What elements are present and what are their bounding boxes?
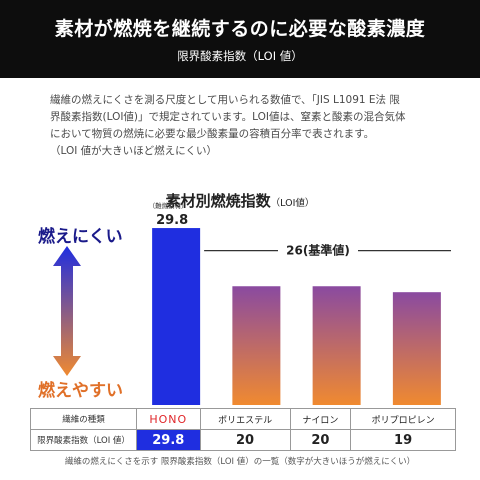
double-arrow-icon xyxy=(53,246,81,376)
description-line: において物質の燃焼に必要な最少酸素量の容積百分率で表されます。 xyxy=(50,128,375,140)
bar-1 xyxy=(152,228,201,405)
category-polypropylene: ポリプロピレン xyxy=(350,408,456,430)
category-hono: HONO xyxy=(136,408,201,430)
chart-title-text: 素材別燃焼指数 xyxy=(165,192,271,210)
loi-table: 繊維の種類 HONO ポリエステル ナイロン ポリプロピレン 限界酸素指数（LO… xyxy=(30,408,456,451)
page-subtitle: 限界酸素指数（LOI 値） xyxy=(177,49,303,63)
description-line: （LOI 値が大きいほど燃えにくい） xyxy=(50,145,217,157)
value-polyester: 20 xyxy=(199,429,291,451)
description: 繊維の燃えにくさを測る尺度として用いられる数値で、「JIS L1091 E法 限… xyxy=(50,92,450,160)
category-nylon: ナイロン xyxy=(289,408,352,430)
reference-label-background xyxy=(278,241,358,260)
row-header-fiber: 繊維の種類 xyxy=(30,408,137,430)
table-row: 限界酸素指数（LOI 値） 29.8 20 20 19 xyxy=(30,429,456,451)
bar-3 xyxy=(312,286,361,405)
chart-title-unit: （LOI値） xyxy=(270,198,315,209)
page-title: 素材が燃焼を継続するのに必要な酸素濃度 xyxy=(54,18,426,40)
row-header-loi: 限界酸素指数（LOI 値） xyxy=(30,429,137,451)
reference-label: 26(基準値) xyxy=(286,243,350,258)
table-row: 繊維の種類 HONO ポリエステル ナイロン ポリプロピレン xyxy=(30,408,456,430)
value-nylon: 20 xyxy=(289,429,352,451)
bar-value-label: 29.8 xyxy=(156,213,188,228)
label-hard-to-burn: 燃えにくい xyxy=(38,227,123,247)
header-banner: 素材が燃焼を継続するのに必要な酸素濃度 限界酸素指数（LOI 値） xyxy=(0,0,480,78)
value-hono: 29.8 xyxy=(136,429,201,451)
category-polyester: ポリエステル xyxy=(199,408,291,430)
description-line: 繊維の燃えにくさを測る尺度として用いられる数値で、「JIS L1091 E法 限 xyxy=(50,94,400,106)
bar-4 xyxy=(392,292,441,405)
chart-title: 素材別燃焼指数（LOI値） xyxy=(0,190,480,211)
value-polypropylene: 19 xyxy=(350,429,456,451)
bar-2 xyxy=(232,286,281,405)
footnote: 繊維の燃えにくさを示す 限界酸素指数（LOI 値）の一覧（数字が大きいほうが燃え… xyxy=(64,457,416,467)
bar-note: （難燃素材） xyxy=(149,201,188,210)
label-easy-to-burn: 燃えやすい xyxy=(38,381,123,401)
description-line: 界酸素指数(LOI値)」で規定されています。LOI値は、窒素と酸素の混合気体 xyxy=(50,111,406,123)
